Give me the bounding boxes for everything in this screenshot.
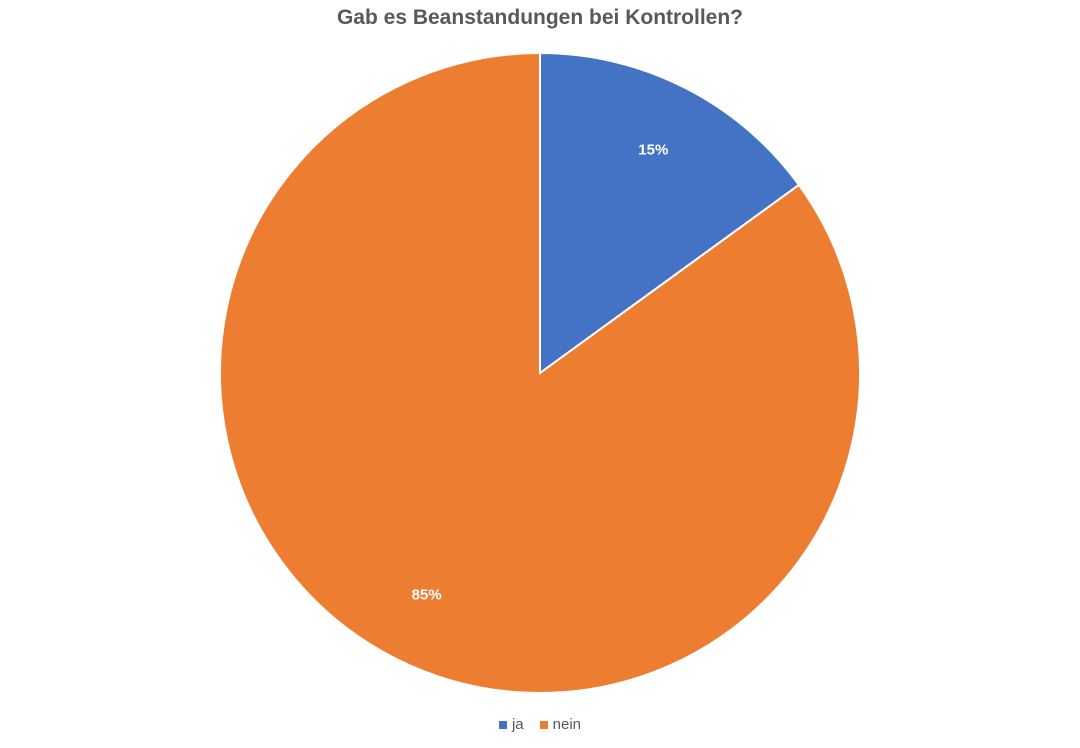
data-label-nein: 85% (412, 586, 442, 603)
legend-item-nein: nein (539, 716, 582, 733)
legend-label-ja: ja (511, 716, 524, 733)
legend-item-ja: ja (498, 716, 524, 733)
pie-slice-ja (539, 51, 801, 375)
legend-swatch-ja (498, 720, 507, 729)
data-label-ja: 15% (638, 142, 668, 159)
pie-slice-nein (219, 51, 861, 694)
chart-title: Gab es Beanstandungen bei Kontrollen? (336, 6, 744, 29)
chart-legend: ja nein (0, 716, 1080, 733)
legend-label-nein: nein (552, 716, 582, 733)
legend-swatch-nein (539, 720, 548, 729)
